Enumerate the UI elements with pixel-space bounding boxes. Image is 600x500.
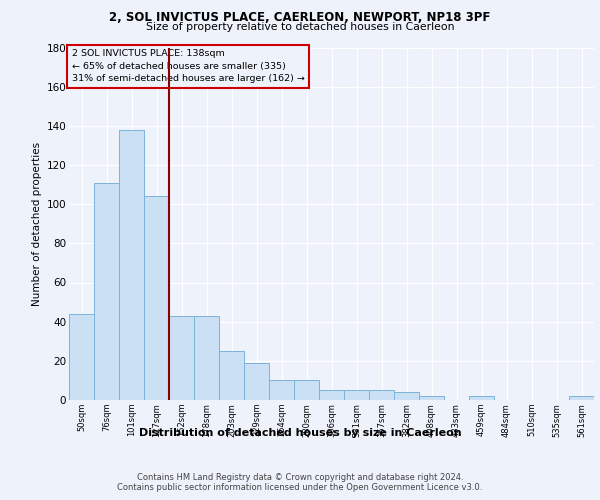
Bar bbox=[319, 390, 344, 400]
Text: 2 SOL INVICTUS PLACE: 138sqm
← 65% of detached houses are smaller (335)
31% of s: 2 SOL INVICTUS PLACE: 138sqm ← 65% of de… bbox=[71, 50, 305, 84]
Bar bbox=[69, 314, 94, 400]
Bar bbox=[269, 380, 294, 400]
Bar bbox=[294, 380, 319, 400]
Bar bbox=[244, 363, 269, 400]
Bar bbox=[94, 182, 119, 400]
Bar bbox=[119, 130, 144, 400]
Text: Distribution of detached houses by size in Caerleon: Distribution of detached houses by size … bbox=[139, 428, 461, 438]
Bar bbox=[219, 351, 244, 400]
Bar bbox=[394, 392, 419, 400]
Y-axis label: Number of detached properties: Number of detached properties bbox=[32, 142, 43, 306]
Bar bbox=[344, 390, 369, 400]
Bar bbox=[419, 396, 444, 400]
Bar bbox=[469, 396, 494, 400]
Text: Contains public sector information licensed under the Open Government Licence v3: Contains public sector information licen… bbox=[118, 484, 482, 492]
Text: Size of property relative to detached houses in Caerleon: Size of property relative to detached ho… bbox=[146, 22, 454, 32]
Text: Contains HM Land Registry data © Crown copyright and database right 2024.: Contains HM Land Registry data © Crown c… bbox=[137, 472, 463, 482]
Bar bbox=[569, 396, 594, 400]
Bar bbox=[144, 196, 169, 400]
Bar bbox=[369, 390, 394, 400]
Bar bbox=[194, 316, 219, 400]
Bar bbox=[169, 316, 194, 400]
Text: 2, SOL INVICTUS PLACE, CAERLEON, NEWPORT, NP18 3PF: 2, SOL INVICTUS PLACE, CAERLEON, NEWPORT… bbox=[109, 11, 491, 24]
